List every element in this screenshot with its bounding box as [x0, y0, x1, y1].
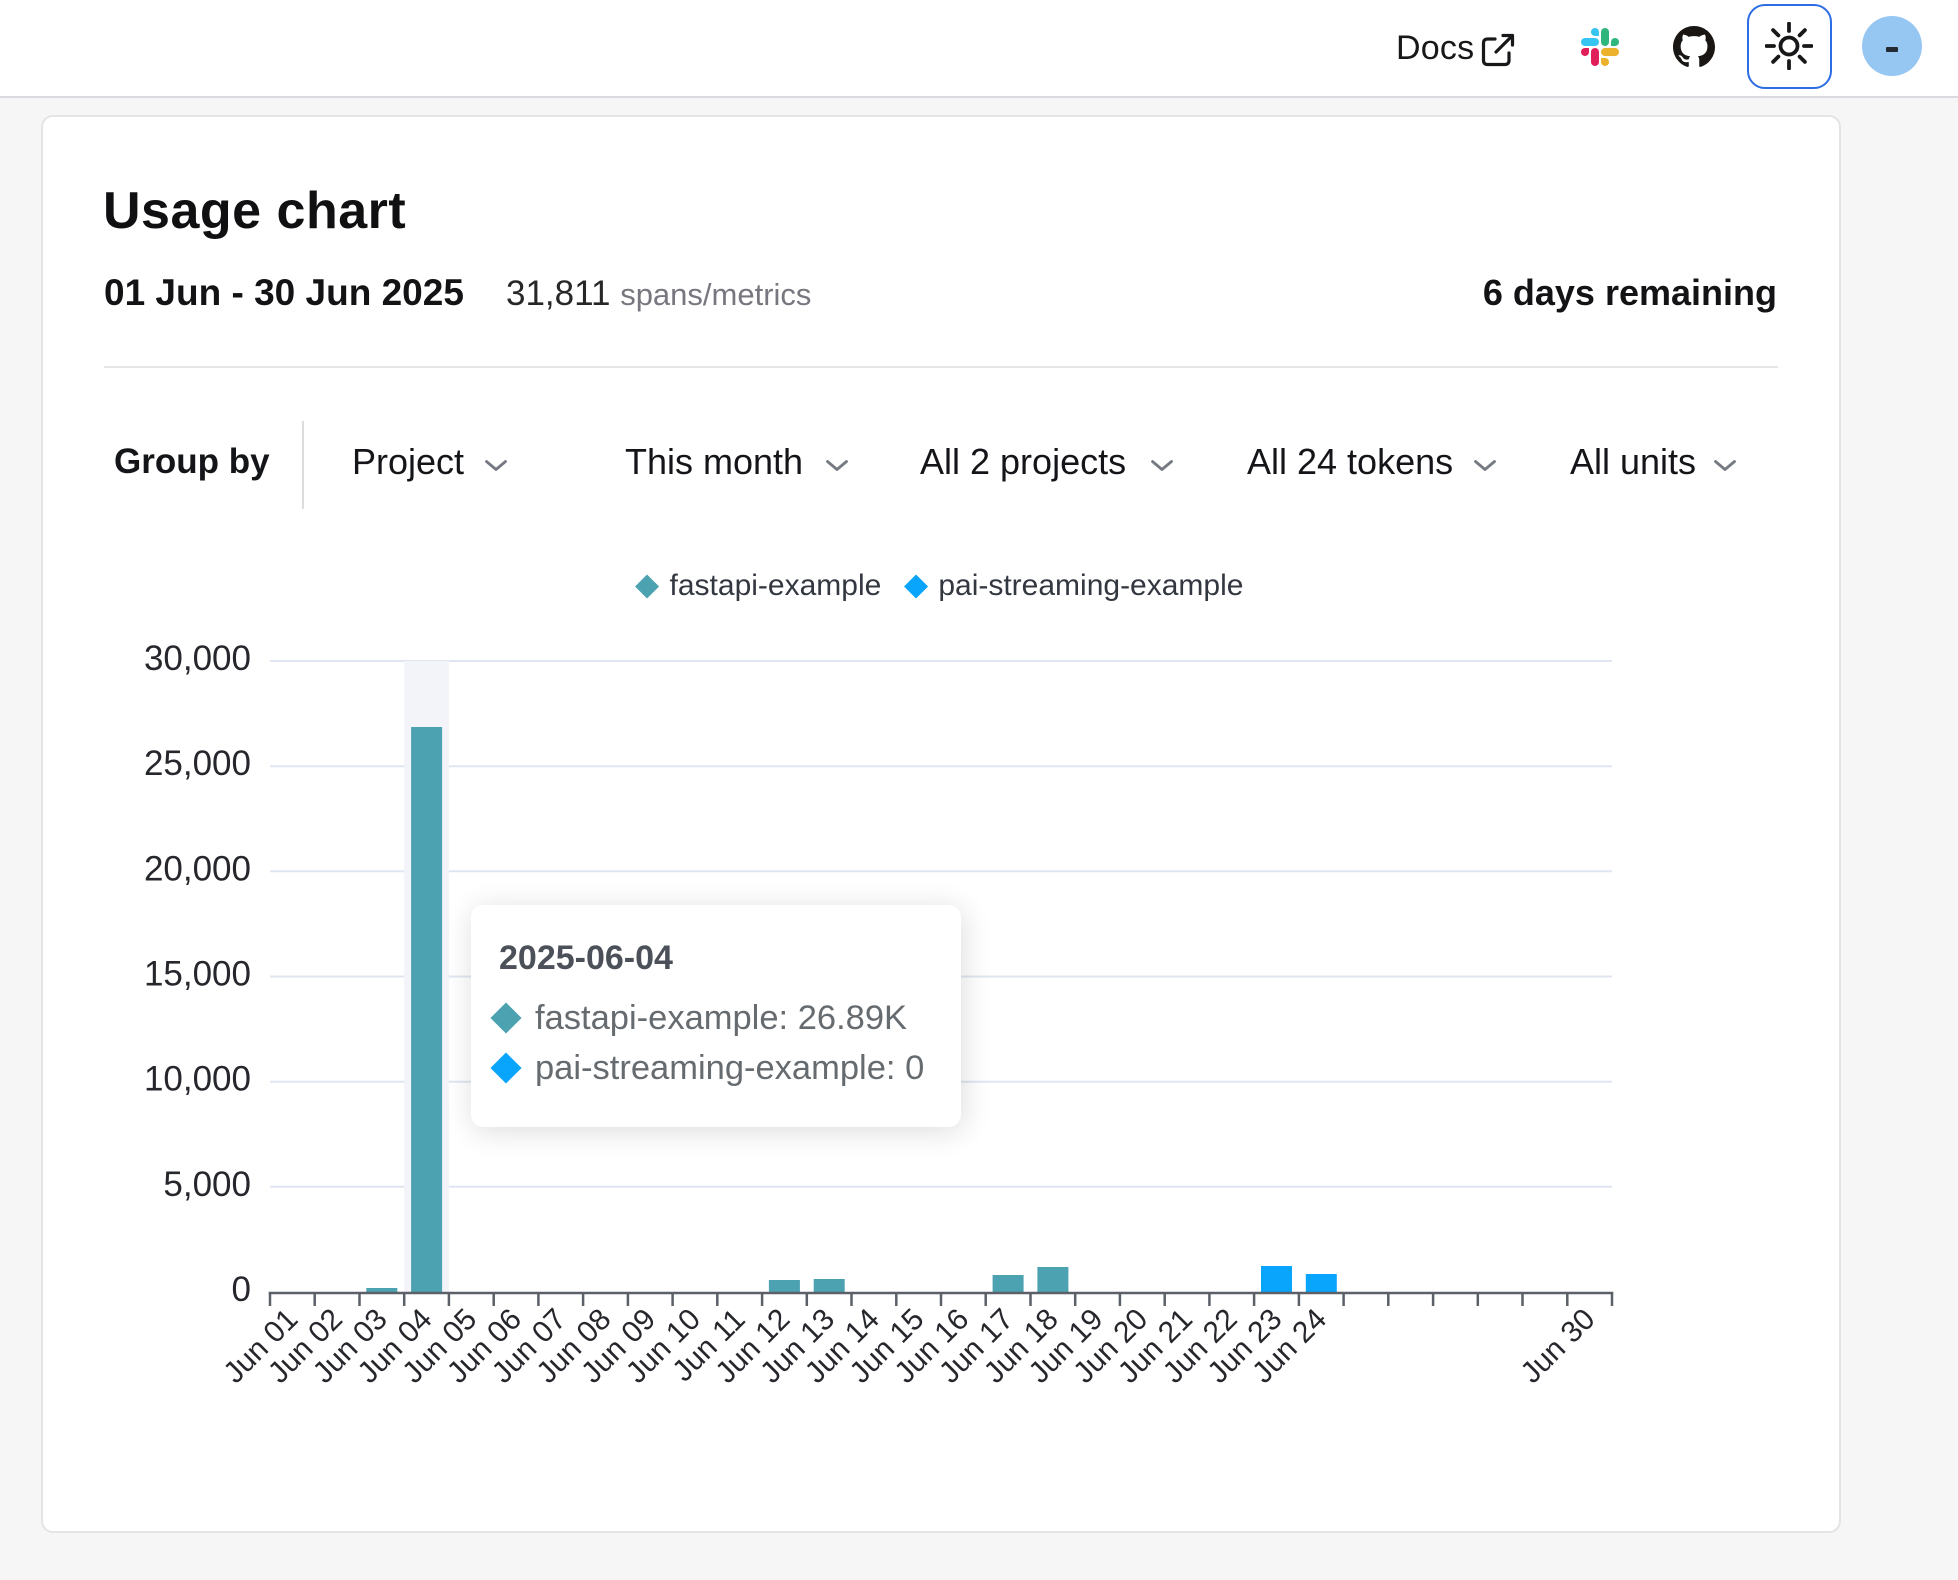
svg-text:Jun 30: Jun 30 — [1515, 1303, 1602, 1390]
svg-text:30,000: 30,000 — [144, 639, 251, 678]
svg-text:10,000: 10,000 — [144, 1060, 251, 1099]
svg-text:5,000: 5,000 — [163, 1165, 251, 1204]
svg-text:15,000: 15,000 — [144, 955, 251, 994]
svg-text:20,000: 20,000 — [144, 849, 251, 888]
svg-text:0: 0 — [232, 1270, 251, 1309]
svg-text:25,000: 25,000 — [144, 744, 251, 783]
